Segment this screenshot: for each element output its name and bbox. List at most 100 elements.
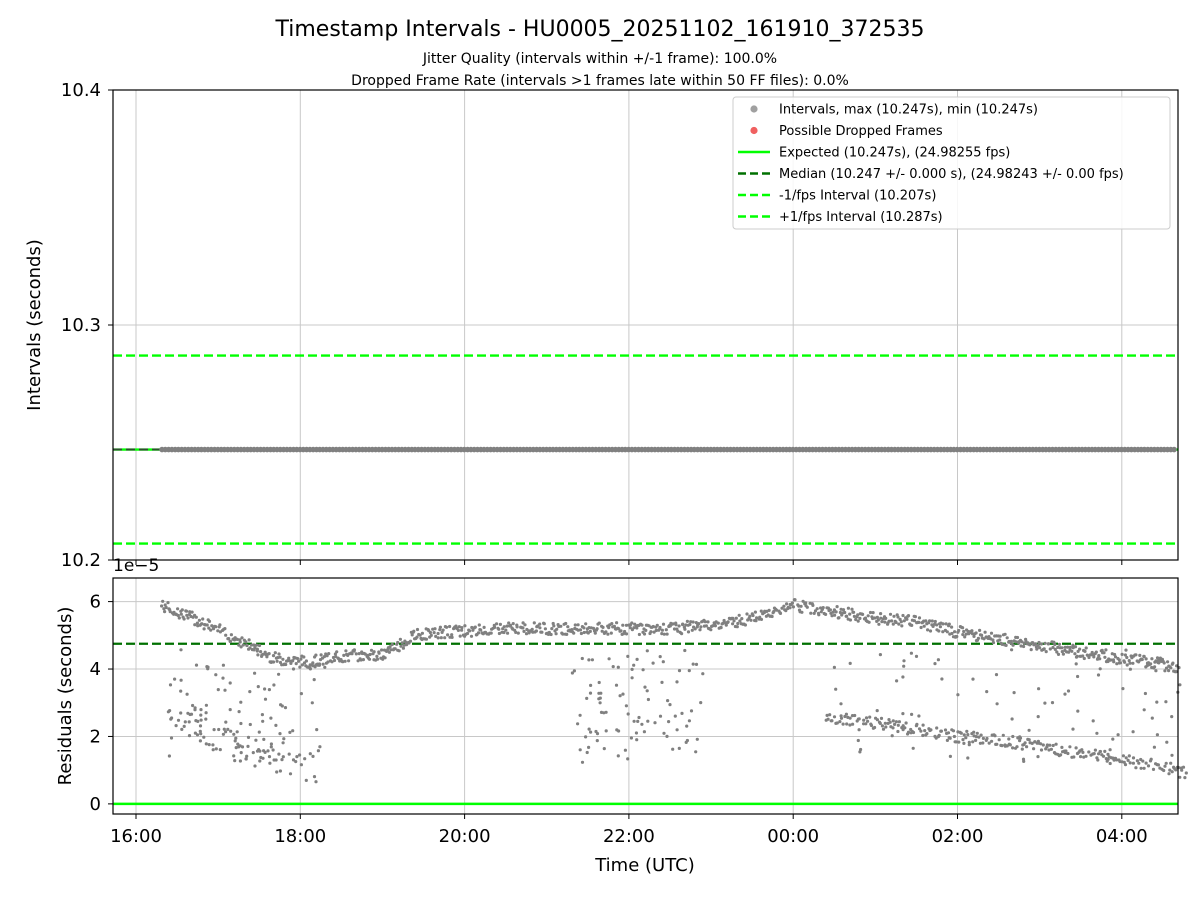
residual-point [1145,664,1149,668]
residual-point [731,616,735,621]
residual-point [1063,692,1067,696]
residual-point [799,604,803,608]
residual-point [896,615,900,619]
residual-point [813,609,818,613]
residual-point [446,633,450,637]
residual-point [1164,700,1168,704]
residual-point [778,611,783,616]
residual-point [327,652,331,656]
residual-point [284,662,288,667]
residual-point [684,623,688,627]
residual-point [716,621,720,625]
residual-point [287,656,291,660]
residual-point [589,683,593,688]
chart-subtitle-dropped: Dropped Frame Rate (intervals >1 frames … [351,73,849,89]
residual-point [299,763,303,767]
residual-point [317,662,322,666]
residual-point [387,650,391,654]
residual-point [343,659,347,663]
residual-point [844,712,849,716]
residual-point [753,610,758,614]
residual-point [994,673,999,677]
residual-point [183,720,187,724]
residual-point [187,734,192,738]
residual-point [408,639,413,643]
residual-point [1123,660,1127,664]
residual-point [962,741,966,746]
residual-point [1044,650,1048,654]
residual-point [617,627,621,631]
residual-point [956,693,960,697]
residual-point [694,750,698,754]
residual-point [450,635,454,640]
residual-point [1076,709,1080,713]
residual-point [699,625,703,629]
residual-point [691,662,695,666]
intervals-y-tick-label: 10.4 [61,80,101,101]
residual-point [858,616,862,621]
residual-point [867,620,871,624]
residual-point [971,677,975,681]
residual-point [257,748,261,752]
residual-point [565,632,569,637]
residual-point [919,729,923,733]
residual-point [195,621,199,625]
residual-point [164,605,168,610]
residual-point [1073,645,1078,649]
residual-point [651,624,655,629]
residual-point [899,620,903,624]
residual-point [1039,642,1043,646]
residual-point [690,628,694,632]
x-tick-label: 20:00 [439,826,491,847]
residual-point [945,630,949,634]
residual-point [655,623,659,627]
residual-point [841,608,846,612]
residual-point [1183,776,1187,780]
residual-point [699,701,703,705]
residual-point [845,722,849,726]
residual-point [244,757,248,761]
residual-point [832,665,837,670]
residual-point [788,606,792,610]
residual-point [677,669,682,673]
residuals-y-tick-label: 2 [90,726,101,747]
residual-point [675,728,679,732]
residual-point [169,736,174,740]
residual-point [1158,656,1162,660]
residual-point [1131,661,1135,665]
residual-point [607,657,611,661]
residual-point [522,629,526,634]
residual-point [665,632,669,636]
residual-point [848,723,852,727]
residual-point [642,632,647,636]
residual-point [1003,632,1007,636]
residual-point [315,728,319,732]
residual-point [890,619,894,623]
residual-point [832,715,837,719]
residual-point [640,623,644,627]
residual-point [211,627,216,631]
residual-point [1071,643,1075,647]
residuals-scale-label: 1e−5 [113,556,159,576]
residual-point [749,618,753,622]
residual-point [1066,751,1070,756]
residual-point [1051,645,1055,650]
residual-point [654,628,658,633]
residual-point [755,616,759,620]
residual-point [900,624,904,628]
residual-point [224,633,228,637]
residual-point [312,678,316,682]
residual-point [719,626,723,630]
residual-point [312,775,317,779]
residual-point [588,629,592,634]
residual-point [393,647,397,651]
residual-point [1063,645,1067,649]
residual-point [418,633,422,637]
residual-point [981,736,986,741]
residual-point [354,652,358,656]
residual-point [940,677,944,681]
residual-point [410,633,414,637]
residual-point [342,653,346,658]
residual-point [322,655,326,659]
residual-point [179,612,183,616]
